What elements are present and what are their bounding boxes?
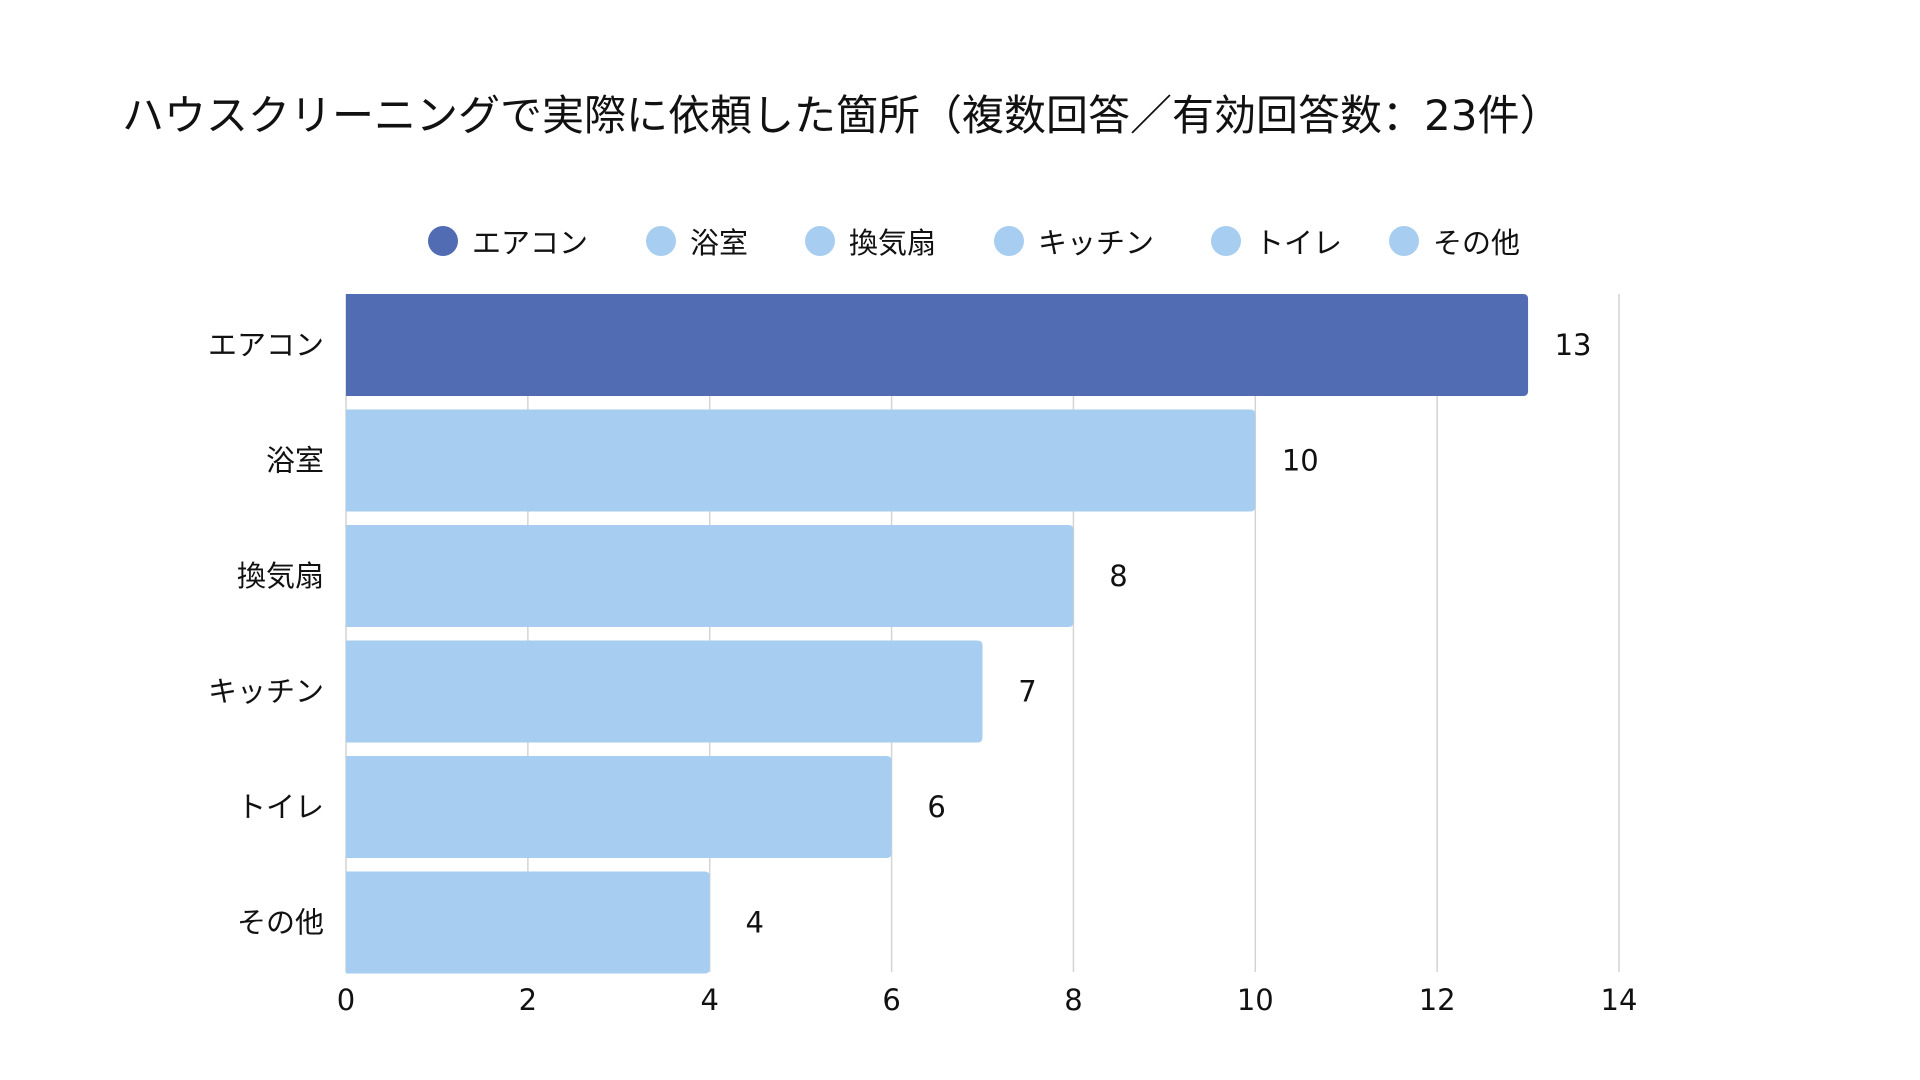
legend-item: トイレ: [1211, 220, 1342, 262]
x-tick-label: 4: [700, 983, 718, 1017]
legend-marker-icon: [1389, 226, 1419, 256]
legend-item: 換気扇: [805, 220, 936, 262]
x-tick-label: 10: [1237, 983, 1274, 1017]
chart-title: ハウスクリーニングで実際に依頼した箇所（複数回答／有効回答数：23件）: [122, 91, 1562, 140]
bar: [346, 640, 983, 743]
x-tick-label: 8: [1064, 983, 1082, 1017]
legend-label: その他: [1433, 226, 1521, 260]
data-label: 7: [1018, 675, 1036, 709]
legend: エアコン 浴室 換気扇 キッチン トイレ その他: [0, 220, 1920, 260]
legend-label: 換気扇: [849, 226, 937, 260]
bar: [346, 525, 1074, 627]
legend-label: キッチン: [1038, 226, 1155, 260]
x-tick-label: 6: [882, 983, 900, 1017]
legend-label: エアコン: [472, 226, 589, 260]
x-tick-label: 2: [519, 983, 537, 1017]
data-label: 13: [1555, 328, 1592, 362]
legend-marker-icon: [805, 226, 835, 256]
bar: [346, 871, 710, 974]
data-label: 4: [745, 906, 763, 940]
bar: [346, 409, 1256, 512]
legend-item: 浴室: [646, 220, 748, 262]
category-label: キッチン: [208, 675, 324, 709]
category-label: トイレ: [237, 790, 324, 824]
category-label: その他: [237, 906, 324, 940]
x-tick-label: 12: [1419, 983, 1456, 1017]
category-label: 換気扇: [237, 559, 324, 593]
legend-label: トイレ: [1255, 226, 1343, 260]
x-tick-label: 0: [337, 983, 355, 1017]
bar: [346, 756, 892, 858]
legend-item: キッチン: [994, 220, 1154, 262]
legend-marker-icon: [428, 226, 458, 256]
category-label: エアコン: [208, 328, 324, 362]
category-label: 浴室: [266, 444, 324, 478]
legend-marker-icon: [1211, 226, 1241, 256]
legend-label: 浴室: [690, 226, 749, 260]
legend-marker-icon: [994, 226, 1024, 256]
legend-marker-icon: [646, 226, 676, 256]
legend-item: エアコン: [428, 220, 588, 262]
data-label: 6: [927, 790, 945, 824]
legend-item: その他: [1389, 220, 1520, 262]
bar: [346, 294, 1529, 396]
x-tick-label: 14: [1601, 983, 1638, 1017]
data-label: 8: [1109, 559, 1127, 593]
data-label: 10: [1282, 444, 1319, 478]
